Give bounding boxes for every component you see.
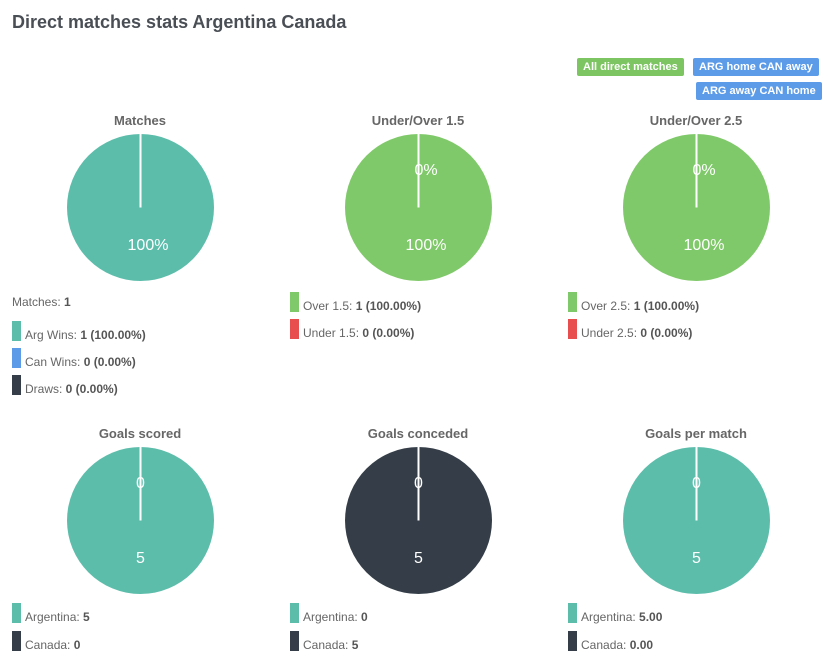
- slice-label-small: 0: [136, 475, 145, 492]
- slice-label-small: 0: [414, 475, 423, 492]
- slice-label: 5: [692, 550, 701, 567]
- swatch-green: [290, 292, 299, 312]
- legend-item-canada[interactable]: Canada: 5: [290, 631, 358, 658]
- slice-label: 100%: [128, 237, 169, 254]
- chart-title: Under/Over 1.5: [371, 113, 465, 128]
- slice-label-small: 0%: [692, 162, 715, 179]
- legend-item-over[interactable]: Over 1.5: 1 (100.00%): [290, 292, 421, 319]
- legend: Matches: 1 Arg Wins: 1 (100.00%) Can Win…: [12, 295, 146, 402]
- swatch-dark: [290, 631, 299, 651]
- legend-item-argentina[interactable]: Argentina: 0: [290, 603, 368, 631]
- chart-goals-conceded: Goals conceded 0 5 Argentina: 0 Canada: …: [278, 423, 554, 662]
- chart-title: Under/Over 2.5: [649, 113, 743, 128]
- slice-label: 5: [136, 550, 145, 567]
- swatch-red: [290, 319, 299, 339]
- chart-matches: Matches 100% Matches: 1 Arg Wins: 1 (100…: [0, 110, 276, 400]
- swatch-dark: [12, 631, 21, 651]
- pie-chart: 0 5: [67, 447, 214, 594]
- chart-under-over-1-5: Under/Over 1.5 0% 100% Over 1.5: 1 (100.…: [278, 110, 554, 400]
- legend: Argentina: 0 Canada: 5: [290, 603, 368, 658]
- swatch-teal: [568, 603, 577, 623]
- legend-item-canada[interactable]: Canada: 0.00: [568, 631, 653, 658]
- filter-arg-home-can-away-button[interactable]: ARG home CAN away: [693, 58, 819, 76]
- swatch-green: [568, 292, 577, 312]
- swatch-red: [568, 319, 577, 339]
- chart-goals-scored: Goals scored 0 5 Argentina: 5 Canada: 0: [0, 423, 276, 662]
- legend-item-over[interactable]: Over 2.5: 1 (100.00%): [568, 292, 699, 319]
- swatch-blue: [12, 348, 21, 368]
- legend: Argentina: 5 Canada: 0: [12, 603, 90, 658]
- chart-goals-per-match: Goals per match 0 5 Argentina: 5.00 Cana…: [556, 423, 828, 662]
- legend-item-under[interactable]: Under 2.5: 0 (0.00%): [568, 319, 692, 346]
- page-title: Direct matches stats Argentina Canada: [12, 12, 347, 32]
- pie-chart: 0 5: [623, 447, 770, 594]
- legend-item-argentina[interactable]: Argentina: 5: [12, 603, 90, 631]
- pie-chart: 0% 100%: [623, 134, 770, 281]
- slice-label: 5: [414, 550, 423, 567]
- swatch-teal: [12, 321, 21, 341]
- chart-title: Goals scored: [98, 426, 182, 441]
- swatch-dark: [568, 631, 577, 651]
- legend-item-arg-wins[interactable]: Arg Wins: 1 (100.00%): [12, 321, 146, 348]
- swatch-teal: [290, 603, 299, 623]
- slice-label-small: 0: [692, 475, 701, 492]
- pie-chart: 0 5: [345, 447, 492, 594]
- slice-label-small: 0%: [414, 162, 437, 179]
- chart-under-over-2-5: Under/Over 2.5 0% 100% Over 2.5: 1 (100.…: [556, 110, 828, 400]
- slice-label: 100%: [406, 237, 447, 254]
- legend: Over 2.5: 1 (100.00%) Under 2.5: 0 (0.00…: [568, 292, 699, 346]
- legend-header: Matches: 1: [12, 295, 71, 309]
- legend-item-argentina[interactable]: Argentina: 5.00: [568, 603, 662, 631]
- pie-chart: 0% 100%: [345, 134, 492, 281]
- slice-label: 100%: [684, 237, 725, 254]
- filter-arg-away-can-home-button[interactable]: ARG away CAN home: [696, 82, 822, 100]
- chart-title: Goals conceded: [367, 426, 469, 441]
- filter-all-direct-matches-button[interactable]: All direct matches: [577, 58, 684, 76]
- swatch-teal: [12, 603, 21, 623]
- legend: Argentina: 5.00 Canada: 0.00: [568, 603, 662, 658]
- swatch-dark: [12, 375, 21, 395]
- pie-chart: 100%: [67, 134, 214, 281]
- legend-item-draws[interactable]: Draws: 0 (0.00%): [12, 375, 118, 402]
- legend: Over 1.5: 1 (100.00%) Under 1.5: 0 (0.00…: [290, 292, 421, 346]
- chart-title: Matches: [113, 113, 167, 128]
- legend-item-canada[interactable]: Canada: 0: [12, 631, 80, 658]
- legend-item-can-wins[interactable]: Can Wins: 0 (0.00%): [12, 348, 136, 375]
- legend-item-under[interactable]: Under 1.5: 0 (0.00%): [290, 319, 414, 346]
- chart-title: Goals per match: [645, 426, 747, 441]
